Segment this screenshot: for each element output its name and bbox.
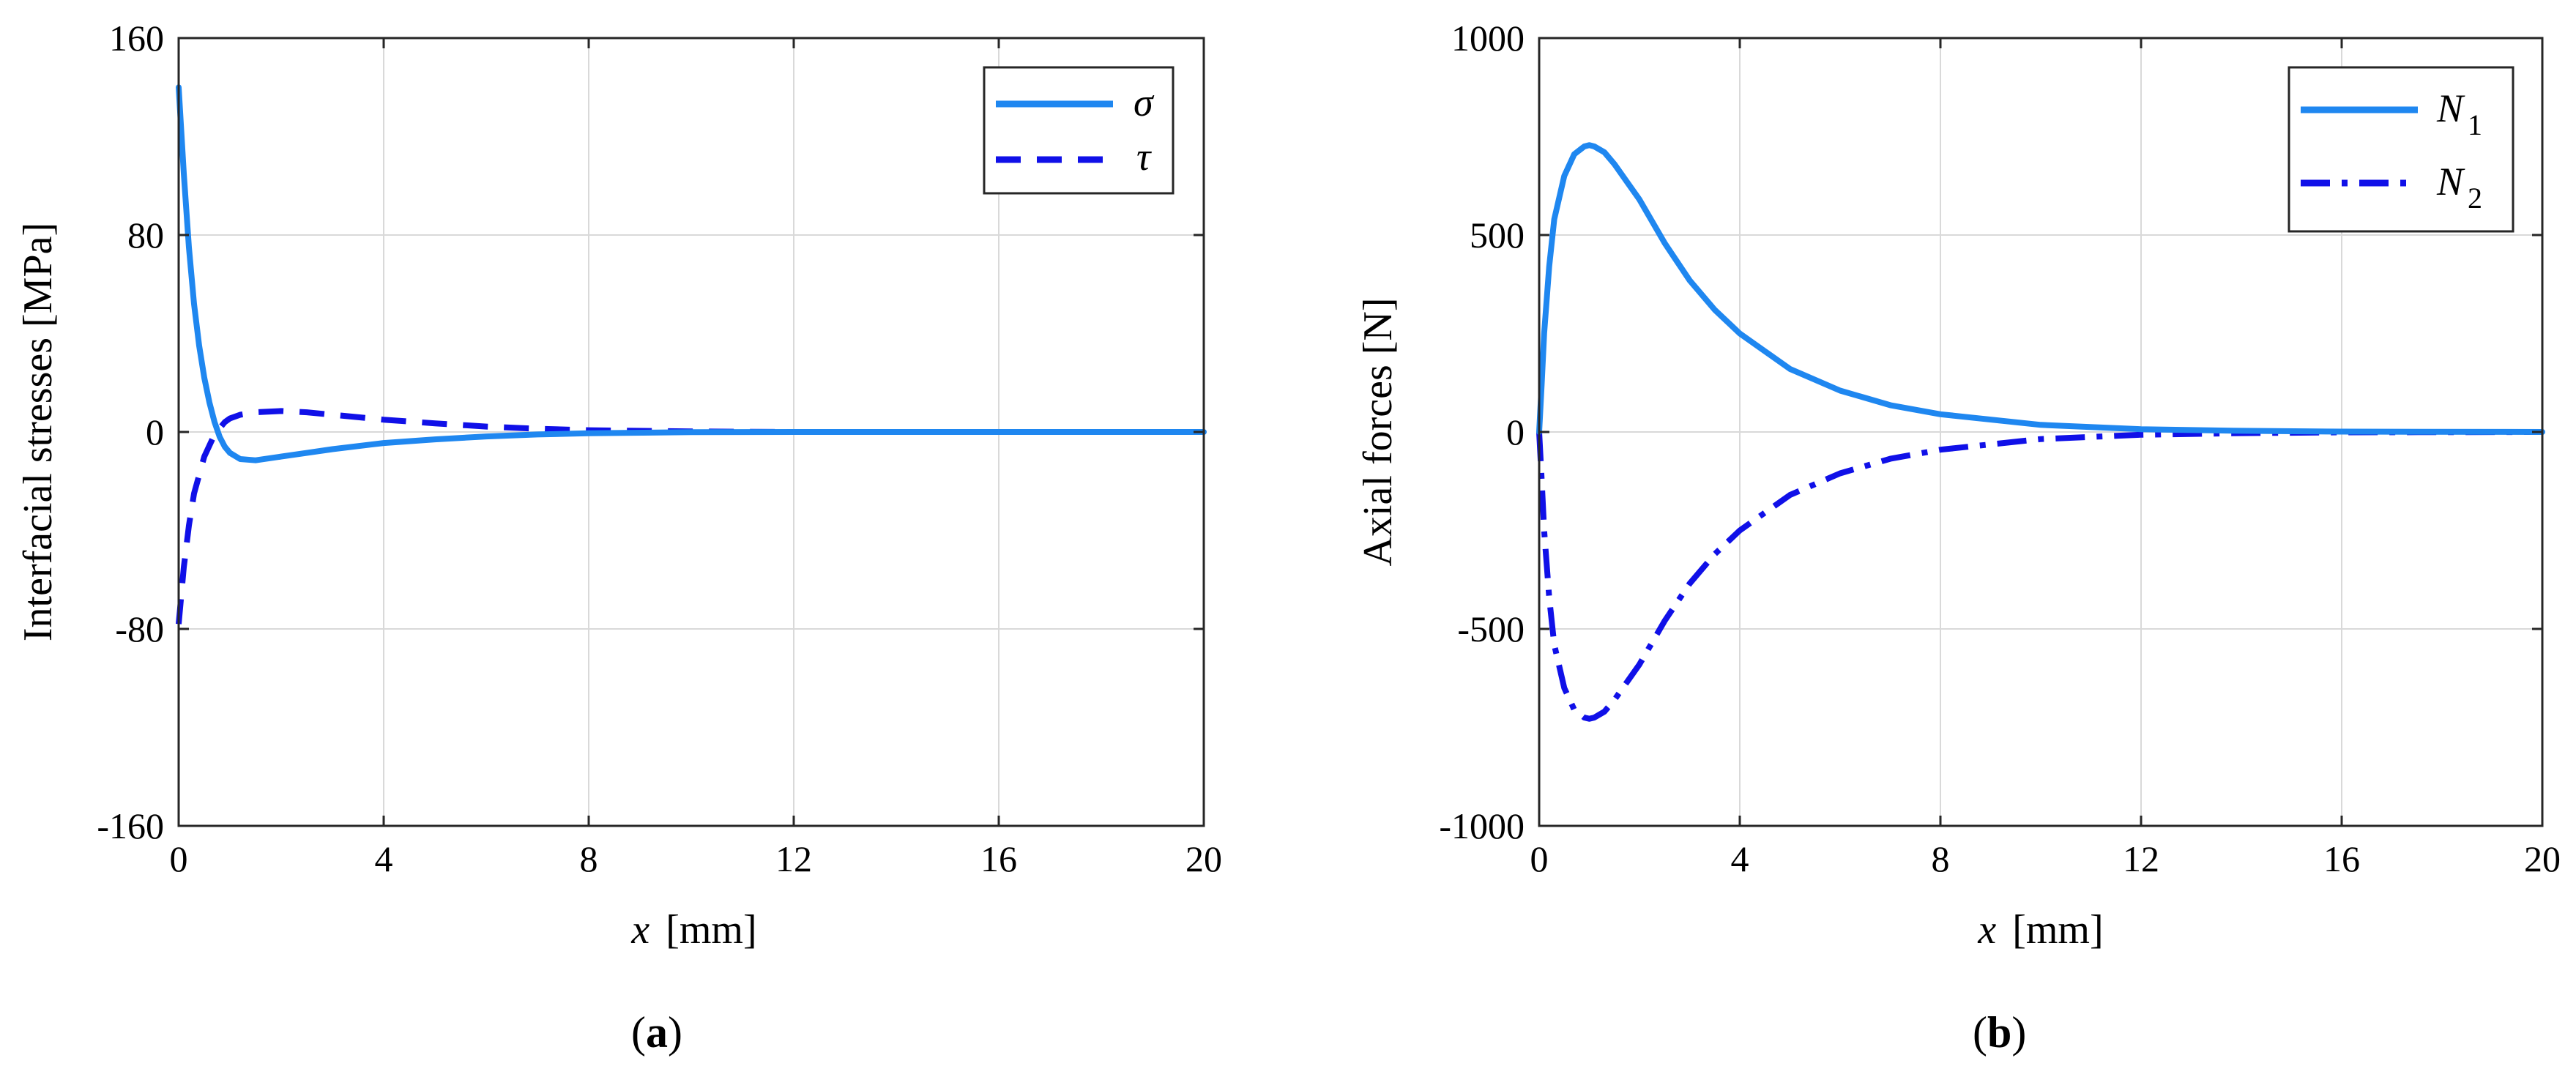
panel-a-x-tick-label: 8 (580, 838, 598, 879)
panel-b-x-axis-label: x [mm] (1977, 907, 2103, 953)
panel-b-x-tick-label: 4 (1731, 838, 1749, 879)
panel-a-y-tick-label: 0 (146, 411, 164, 452)
panel-a-y-tick-label: -160 (97, 805, 164, 846)
panel-b-y-axis-label: Axial forces [N] (1355, 298, 1401, 567)
panel-a-y-tick-label: -80 (115, 608, 164, 649)
panel-a-x-tick-label: 16 (980, 838, 1017, 879)
panel-b-x-tick-label: 8 (1932, 838, 1950, 879)
panel-b-legend-box (2287, 66, 2514, 233)
panel-a-legend-sigma-label: σ (1133, 81, 1155, 124)
panel-a-x-tick-label: 0 (170, 838, 188, 879)
panel-b-label: (b) (1973, 1008, 2026, 1056)
panel-b-x-tick-label: 0 (1530, 838, 1549, 879)
panel-a: 0 4 8 12 16 20 -160 -80 0 80 160 x [mm] Interfacial… (15, 18, 1222, 1056)
panel-a-ticks (177, 37, 1205, 827)
panel-b-y-tick-label: -1000 (1439, 805, 1525, 846)
panel-a-series-1-line (176, 84, 1207, 463)
panel-a-y-axis-label: Interfacial stresses [MPa] (15, 223, 61, 641)
panel-a-x-tick-label: 20 (1185, 838, 1222, 879)
panel-b-ticks (1538, 37, 2544, 827)
panel-a-series (176, 84, 1207, 625)
panel-a-label: (a) (631, 1008, 682, 1056)
panel-b-x-tick-label: 16 (2323, 838, 2360, 879)
panel-a-legend: σ τ (983, 66, 1175, 195)
panel-a-x-tick-label: 4 (375, 838, 393, 879)
panel-b-y-tick-label: -500 (1457, 608, 1525, 649)
panel-b: 0 4 8 12 16 20 -1000 -500 0 500 1000 x [mm] Axial f… (1355, 18, 2561, 1056)
panel-a-x-axis-label: x [mm] (630, 907, 756, 953)
panel-b-y-tick-label: 500 (1470, 215, 1525, 256)
panel-b-tick-labels: 0 4 8 12 16 20 -1000 -500 0 500 1000 (1439, 18, 2561, 879)
panel-a-tick-labels: 0 4 8 12 16 20 -160 -80 0 80 160 (97, 18, 1222, 879)
panel-b-x-tick-label: 20 (2524, 838, 2561, 879)
panel-b-series-2-line (1536, 429, 2543, 722)
panel-a-x-tick-label: 12 (775, 838, 812, 879)
panel-a-y-tick-label: 160 (109, 18, 164, 59)
panel-a-legend-box (983, 66, 1175, 195)
panel-b-series (1536, 142, 2545, 722)
panel-a-legend-tau-label: τ (1136, 135, 1152, 179)
panel-b-x-tick-label: 12 (2123, 838, 2159, 879)
panel-a-y-tick-label: 80 (127, 215, 164, 256)
panel-a-series-2-line (176, 408, 1204, 625)
panel-b-y-tick-label: 0 (1506, 411, 1525, 452)
panel-b-series-1-line (1536, 142, 2545, 435)
panel-b-y-tick-label: 1000 (1451, 18, 1525, 59)
